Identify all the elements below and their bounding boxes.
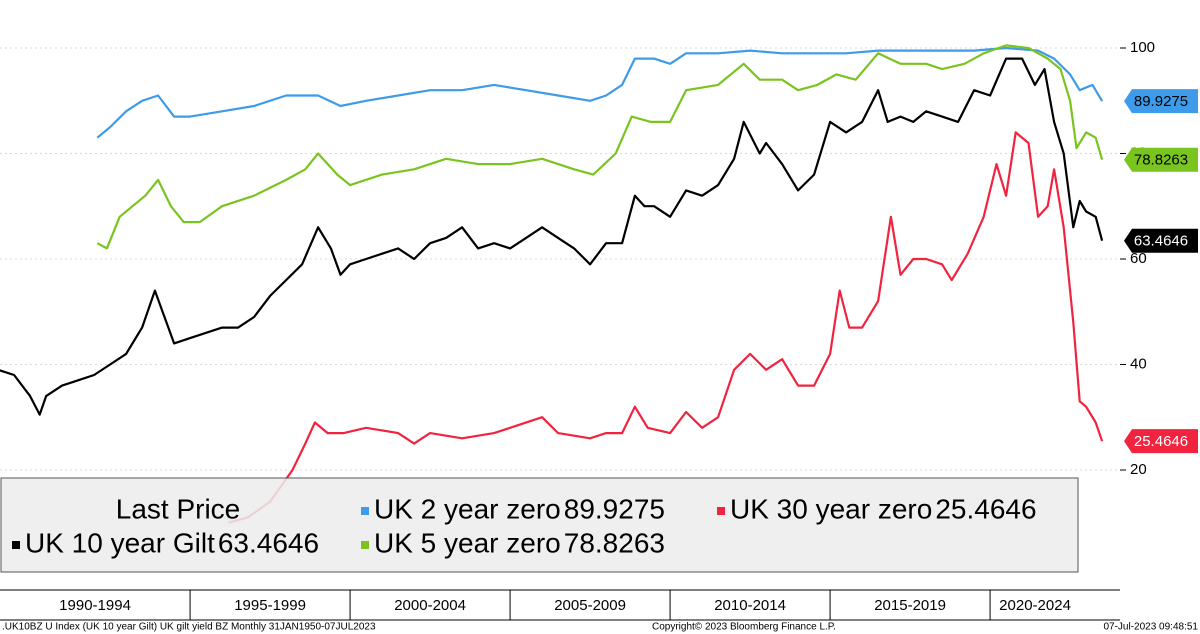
- legend-label: UK 10 year Gilt: [25, 527, 215, 558]
- legend-label: UK 5 year zero: [374, 527, 561, 558]
- legend-swatch: [12, 541, 20, 549]
- legend-swatch: [361, 541, 369, 549]
- last-value-label: 63.4646: [1134, 233, 1188, 250]
- last-value-box: [1124, 429, 1198, 454]
- x-tick-label: 2020-2024: [999, 597, 1071, 614]
- legend-swatch: [717, 507, 725, 515]
- last-value-box: [1124, 147, 1198, 172]
- x-tick-label: 1995-1999: [234, 597, 306, 614]
- legend-box: [0, 477, 1079, 573]
- last-value-label: 89.9275: [1134, 93, 1188, 110]
- footer-right: 07-Jul-2023 09:48:51: [1103, 622, 1198, 633]
- footer-center: Copyright© 2023 Bloomberg Finance L.P.: [652, 622, 836, 633]
- y-tick-label: 60: [1130, 250, 1147, 267]
- last-value-box: [1124, 228, 1198, 253]
- last-value-label: 78.8263: [1134, 152, 1188, 169]
- x-tick-label: 2010-2014: [714, 597, 786, 614]
- x-tick-label: 2000-2004: [394, 597, 466, 614]
- series-line: [228, 131, 1104, 524]
- legend-value: 78.8263: [564, 527, 665, 558]
- legend-value: 25.4646: [935, 493, 1036, 524]
- y-tick-label: 100: [1130, 39, 1155, 56]
- y-tick-label: 20: [1130, 461, 1147, 478]
- legend-value: 63.4646: [218, 527, 319, 558]
- footer-left: .UK10BZ U Index (UK 10 year Gilt) UK gil…: [2, 622, 376, 633]
- legend-swatch: [361, 507, 369, 515]
- y-tick-label: 40: [1130, 355, 1147, 372]
- series-line: [0, 57, 1104, 416]
- last-value-label: 25.4646: [1134, 433, 1188, 450]
- series-line: [96, 44, 1104, 250]
- legend-label: UK 30 year zero: [730, 493, 932, 524]
- x-tick-label: 2005-2009: [554, 597, 626, 614]
- legend-value: 89.9275: [564, 493, 665, 524]
- x-tick-label: 1990-1994: [59, 597, 131, 614]
- legend-title: Last Price: [116, 493, 241, 524]
- x-tick-label: 2015-2019: [874, 597, 946, 614]
- legend-label: UK 2 year zero: [374, 493, 561, 524]
- last-value-box: [1124, 89, 1198, 114]
- series-line: [96, 46, 1104, 139]
